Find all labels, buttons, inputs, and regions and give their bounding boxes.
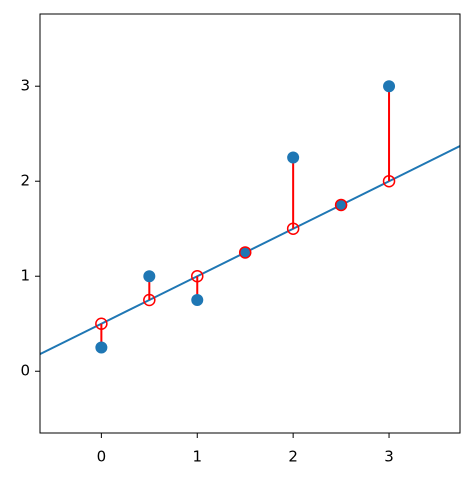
fitted-point	[191, 269, 204, 283]
y-tick-label: 2	[20, 172, 30, 190]
fitted-point	[143, 293, 156, 307]
fitted-point	[238, 246, 252, 259]
fit-line-extension	[388, 145, 460, 183]
x-tick-label: 3	[384, 448, 394, 466]
y-tick-label: 1	[20, 267, 30, 285]
observed-point	[95, 341, 108, 354]
fitted-point	[95, 317, 108, 330]
observed-point	[287, 151, 300, 164]
observed-point	[191, 293, 204, 306]
observed-point	[383, 80, 396, 93]
fitted-point	[334, 198, 348, 212]
fitted-point	[286, 222, 300, 235]
plot-frame	[39, 13, 461, 434]
x-tick-label: 0	[97, 448, 107, 466]
y-tick-label: 0	[20, 362, 30, 380]
x-tick-label: 2	[288, 448, 298, 466]
fitted-point	[382, 174, 396, 188]
fit-line-extension	[40, 322, 102, 356]
y-tick-label: 3	[20, 77, 30, 95]
observed-point	[143, 270, 156, 283]
x-tick-label: 1	[192, 448, 202, 466]
